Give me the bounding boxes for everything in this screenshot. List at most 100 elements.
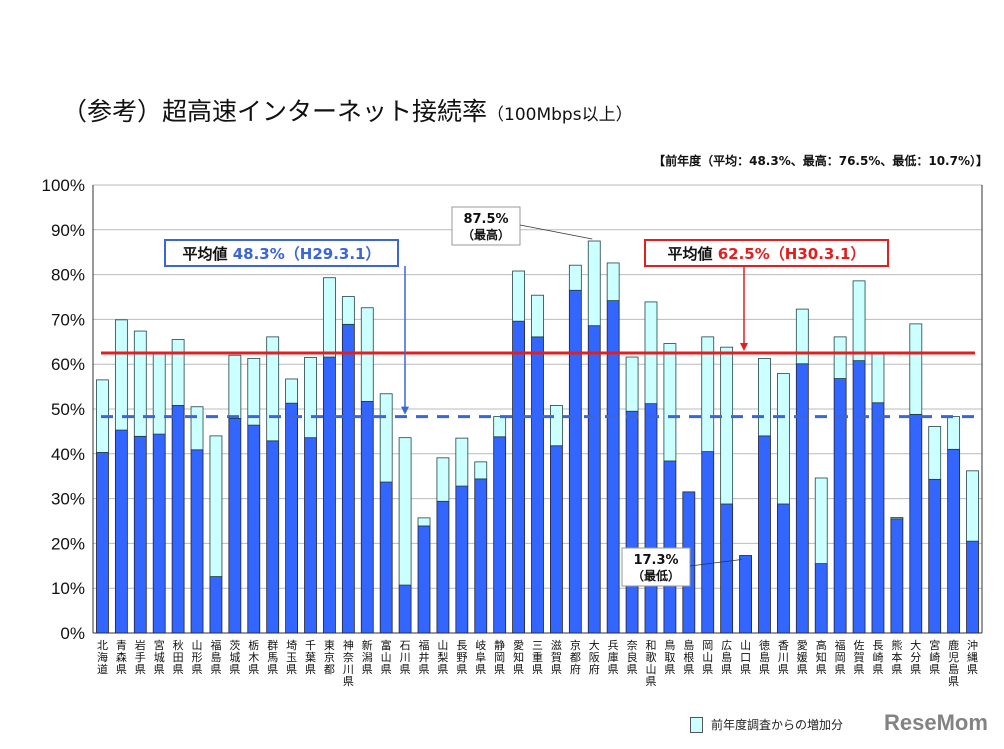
bar-increase: [323, 277, 336, 358]
average-previous-label: 平均値 48.3%（H29.3.1）: [183, 245, 381, 263]
bar-increase: [436, 457, 450, 502]
bar-increase: [512, 270, 525, 322]
y-tick-label: 70%: [51, 310, 85, 329]
y-tick-label: 40%: [51, 445, 85, 464]
bar-base: [96, 452, 109, 634]
bar-base: [758, 435, 771, 634]
x-tick-label: 東京都: [324, 639, 335, 676]
x-tick-label: 大分県: [910, 638, 921, 676]
average-current-box: [644, 239, 889, 267]
x-tick-label: 山口県: [740, 639, 751, 676]
x-tick-label: 神奈川県: [343, 638, 354, 688]
min-annotation-box: [621, 547, 691, 587]
x-tick-label: 静岡県: [494, 638, 505, 676]
bar-base: [228, 418, 242, 634]
x-tick-label: 岡山県: [702, 639, 713, 676]
x-tick-label: 長崎県: [872, 639, 883, 676]
bar-base: [417, 525, 431, 634]
bar-increase: [701, 336, 715, 452]
bar-base: [587, 325, 601, 634]
legend: 前年度調査からの増加分: [690, 716, 843, 733]
x-tick-label: 岐阜県: [475, 639, 486, 676]
bar-base: [436, 500, 450, 634]
bar-base: [606, 300, 620, 634]
x-tick-label: 高知県: [816, 638, 827, 676]
bar-base: [304, 437, 317, 634]
x-tick-label: 佐賀県: [854, 638, 865, 676]
x-tick-label: 京都府: [570, 638, 581, 676]
x-tick-label: 愛知県: [513, 639, 524, 676]
bar-base: [341, 323, 355, 634]
x-tick-label: 北海道: [97, 639, 108, 676]
bar-base: [928, 478, 942, 634]
y-tick-label: 90%: [51, 221, 85, 240]
bar-base: [966, 540, 979, 634]
y-tick-label: 100%: [42, 176, 85, 195]
max-annotation-pointer: [519, 224, 593, 240]
legend-swatch-increase: [690, 716, 703, 733]
y-tick-label: 50%: [51, 400, 85, 419]
bar-increase: [758, 357, 771, 437]
bar-base: [739, 555, 752, 634]
title-text: （参考）超高速インターネット接続率: [62, 97, 488, 126]
x-tick-label: 福岡県: [835, 638, 846, 676]
bar-base: [209, 576, 223, 634]
y-tick-label: 0%: [60, 624, 85, 643]
bar-base: [890, 518, 904, 634]
bar-base: [644, 403, 658, 634]
bar-increase: [947, 416, 961, 450]
bar-increase: [531, 294, 544, 338]
bar-base: [701, 451, 715, 634]
min-annotation-pointer: [689, 559, 742, 567]
x-tick-label: 岩手県: [135, 638, 146, 676]
x-tick-label: 香川県: [778, 639, 789, 676]
x-tick-label: 千葉県: [305, 639, 316, 676]
x-tick-label: 宮崎県: [929, 638, 940, 676]
bar-base: [663, 460, 677, 634]
x-tick-label: 島根県: [683, 638, 694, 676]
bar-increase: [493, 416, 507, 438]
x-tick-label: 広島県: [721, 639, 732, 676]
bar-increase: [398, 437, 412, 586]
x-tick-label: 山梨県: [437, 639, 448, 676]
bar-increase: [266, 336, 280, 442]
bar-base: [114, 429, 128, 634]
x-tick-label: 鳥取県: [664, 638, 675, 676]
x-tick-label: 沖縄県: [967, 639, 978, 676]
y-tick-label: 30%: [51, 490, 85, 509]
x-tick-label: 長野県: [456, 639, 467, 676]
bar-base: [266, 440, 280, 634]
max-annotation-sub: （最高）: [462, 227, 510, 242]
watermark-logo: ReseMom: [884, 710, 988, 735]
bar-increase: [417, 517, 431, 527]
bar-base: [493, 436, 507, 634]
bar-base: [947, 448, 961, 634]
y-tick-label: 60%: [51, 355, 85, 374]
bar-base: [909, 413, 923, 634]
bar-base: [568, 289, 582, 634]
x-tick-label: 兵庫県: [608, 639, 619, 676]
x-tick-label: 新潟県: [362, 638, 373, 676]
y-tick-label: 80%: [51, 266, 85, 285]
bar-increase: [209, 435, 223, 577]
x-tick-label: 青森県: [116, 639, 127, 676]
x-tick-label: 鹿児島県: [948, 638, 959, 688]
min-annotation-value: 17.3%: [633, 553, 678, 568]
x-tick-label: 石川県: [400, 639, 411, 676]
x-tick-label: 愛媛県: [797, 639, 808, 676]
x-tick-label: 福島県: [210, 638, 221, 676]
bar-increase: [455, 437, 469, 487]
bar-base: [152, 433, 166, 634]
x-tick-label: 山形県: [192, 639, 203, 676]
x-tick-label: 徳島県: [759, 639, 770, 676]
bar-base: [133, 435, 147, 634]
x-tick-label: 福井県: [419, 638, 430, 676]
previous-year-note: 【前年度（平均：48.3%、最高：76.5%、最低：10.7%）】: [653, 154, 988, 168]
bar-increase: [871, 353, 885, 404]
bar-increase: [247, 357, 261, 426]
average-previous-box: [164, 239, 399, 267]
bar-base: [323, 356, 336, 634]
x-tick-label: 栃木県: [248, 638, 259, 676]
